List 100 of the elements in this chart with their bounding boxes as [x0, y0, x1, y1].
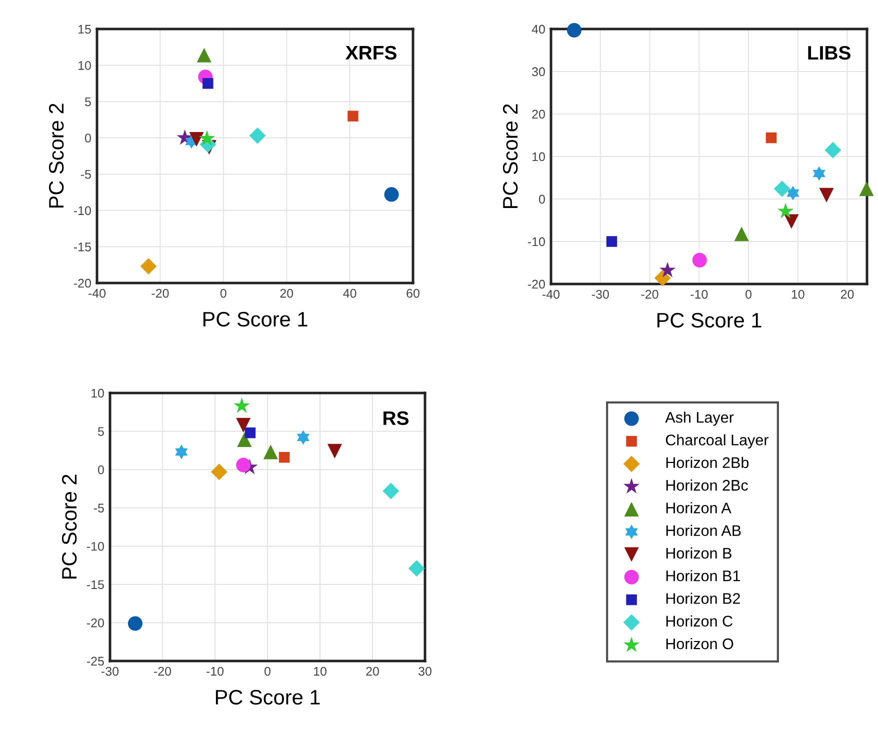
legend-label: Horizon A	[666, 502, 732, 514]
x-tick-label: -20	[154, 666, 172, 676]
y-tick-label: -15	[74, 242, 91, 252]
point	[296, 430, 310, 445]
legend-label: Horizon B1	[666, 570, 740, 582]
point	[659, 262, 676, 278]
y-tick-label: 30	[532, 67, 545, 76]
point	[774, 180, 790, 198]
y-tick-label: -5	[94, 504, 104, 513]
point	[198, 130, 216, 146]
x-tick-label: -40	[542, 290, 560, 299]
legend-label: Horizon B	[666, 547, 732, 559]
legend-label: Horizon 2Bc	[666, 480, 748, 491]
point	[196, 48, 212, 62]
y-tick-label: -10	[86, 542, 104, 551]
point	[189, 132, 204, 147]
y-tick-label: -20	[86, 618, 104, 628]
text: RS	[384, 411, 408, 426]
point	[384, 187, 399, 202]
point	[128, 616, 142, 631]
point	[606, 236, 618, 247]
point	[327, 444, 342, 458]
point	[859, 182, 874, 196]
x-axis-title: PC Score 1	[203, 312, 308, 327]
x-tick-label: -20	[641, 290, 658, 299]
point	[249, 127, 266, 144]
point	[819, 188, 834, 202]
point	[244, 427, 256, 438]
y-tick-label: 10	[532, 152, 545, 162]
x-tick-label: 0	[220, 288, 226, 298]
point	[734, 226, 749, 242]
x-tick-label: 10	[792, 290, 804, 299]
legend-label: Ash Layer	[665, 412, 734, 426]
y-tick-label: 0	[84, 134, 91, 143]
point	[786, 186, 800, 200]
y-tick-label: -25	[86, 656, 104, 666]
x-tick-label: 10	[314, 666, 326, 676]
point	[236, 418, 251, 432]
x-tick-label: 0	[264, 666, 270, 676]
legend-label: Charcoal Layer	[666, 434, 768, 448]
point	[202, 78, 214, 89]
y-tick-label: 10	[78, 61, 91, 70]
x-tick-label: -10	[206, 666, 224, 676]
point	[777, 202, 794, 218]
x-tick-label: -20	[152, 288, 169, 298]
x-tick-label: 20	[840, 290, 854, 299]
x-tick-label: 40	[343, 288, 356, 298]
x-tick-label: 20	[366, 666, 379, 676]
point	[210, 464, 228, 480]
y-tick-label: -10	[74, 206, 91, 216]
point	[382, 482, 400, 500]
point	[175, 444, 188, 460]
x-tick-label: -10	[690, 290, 708, 299]
point	[348, 110, 358, 122]
point	[784, 214, 799, 229]
point	[236, 458, 251, 472]
y-tick-label: 0	[538, 194, 545, 204]
text: LIBS	[808, 46, 850, 60]
point	[692, 252, 707, 268]
y-tick-label: -5	[80, 170, 91, 179]
y-axis-title: PC Score 2	[48, 104, 64, 208]
point	[263, 444, 278, 460]
legend-label: Horizon O	[666, 638, 734, 650]
legend-label: Horizon B2	[666, 592, 740, 604]
x-tick-label: 0	[746, 290, 752, 299]
point	[766, 132, 777, 144]
point	[278, 452, 290, 463]
y-tick-label: -20	[528, 280, 545, 289]
legend-label: Horizon AB	[666, 524, 741, 536]
y-axis-title: PC Score 2	[62, 474, 77, 579]
x-axis-title: PC Score 1	[216, 690, 320, 705]
point	[566, 22, 582, 38]
point	[140, 258, 157, 275]
y-tick-label: 5	[98, 427, 104, 436]
x-tick-label: -40	[88, 288, 106, 298]
text: XRFS	[346, 46, 396, 60]
y-tick-label: 5	[84, 98, 91, 106]
point	[408, 560, 425, 577]
point	[812, 166, 826, 181]
x-tick-label: 20	[280, 288, 294, 298]
x-tick-label: 60	[406, 288, 420, 298]
y-tick-label: -20	[74, 278, 91, 288]
y-tick-label: 20	[532, 110, 545, 119]
legend-label: Horizon C	[666, 615, 732, 627]
y-tick-label: 40	[532, 24, 545, 34]
y-tick-label: 10	[91, 388, 104, 398]
x-tick-label: -30	[592, 290, 609, 299]
y-tick-label: 15	[78, 24, 91, 34]
point	[234, 398, 250, 413]
point	[237, 432, 252, 447]
point	[824, 142, 842, 158]
legend-label: Horizon 2Bb	[666, 456, 749, 468]
y-tick-label: -15	[86, 580, 104, 590]
y-axis-title: PC Score 2	[502, 104, 518, 208]
y-tick-label: -10	[528, 237, 545, 246]
x-tick-label: -30	[102, 666, 119, 676]
x-tick-label: 30	[418, 666, 432, 676]
point	[654, 270, 671, 286]
x-axis-title: PC Score 1	[657, 312, 762, 328]
y-tick-label: 0	[98, 465, 104, 474]
